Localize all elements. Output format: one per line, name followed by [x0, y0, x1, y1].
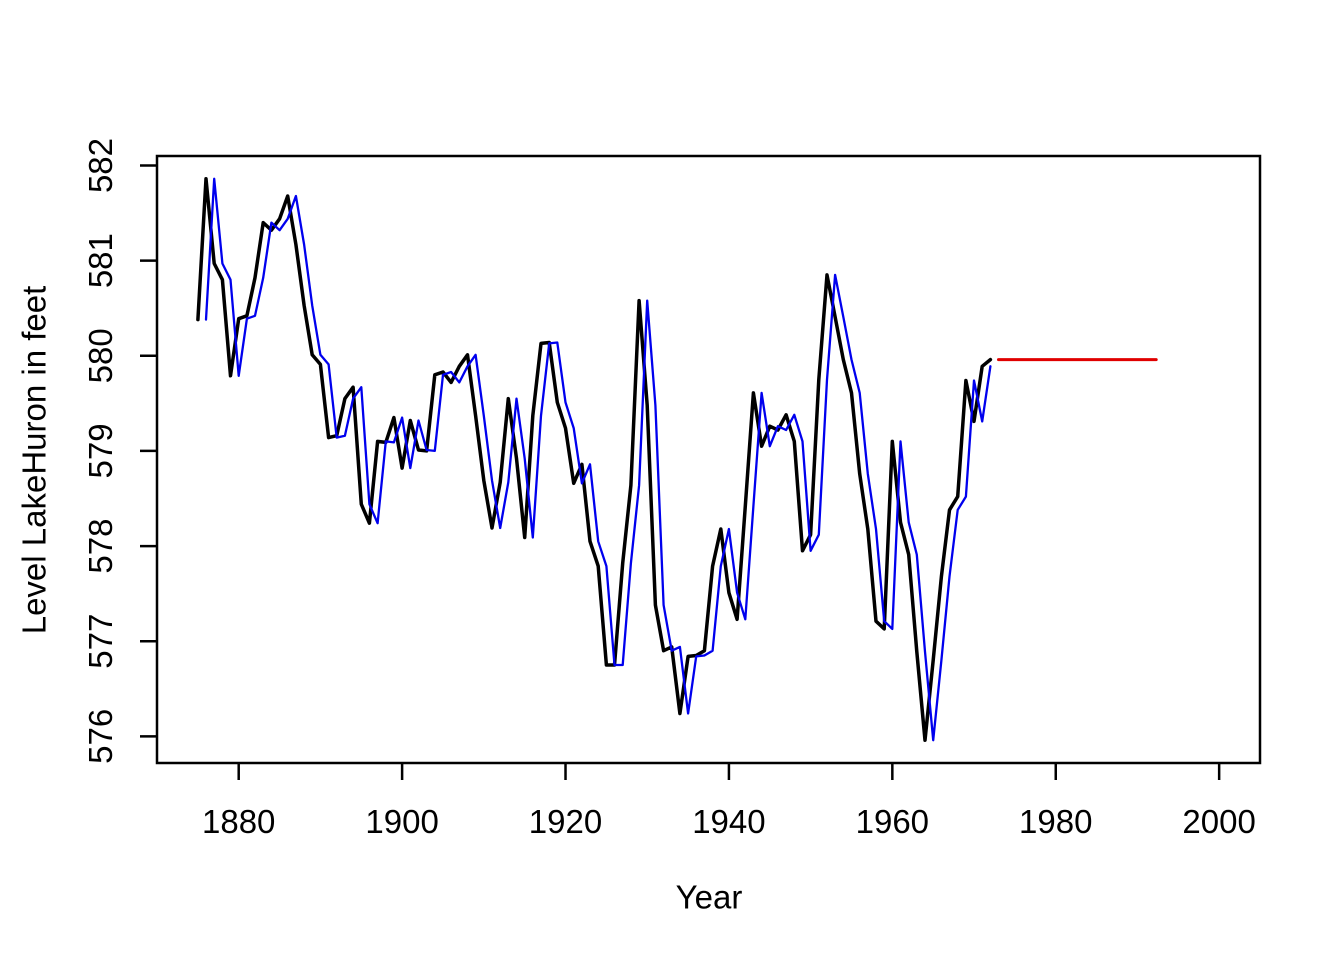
x-axis-title: Year — [675, 878, 743, 916]
y-tick-label: 579 — [82, 423, 119, 478]
plot-box — [155, 154, 1262, 765]
y-axis-title: Level LakeHuron in feet — [15, 285, 53, 635]
y-tick-label: 580 — [82, 328, 119, 383]
x-tick-label: 1880 — [202, 803, 275, 840]
x-tick-label: 1900 — [365, 803, 438, 840]
y-tick-label: 582 — [82, 138, 119, 193]
series-line-lake-huron-level-lagged-one-year — [204, 177, 992, 742]
x-tick-label: 2000 — [1182, 803, 1255, 840]
y-tick-label: 577 — [82, 614, 119, 669]
series-line-lake-huron-level-observed — [196, 177, 993, 742]
x-tick-label: 1940 — [692, 803, 765, 840]
x-tick-label: 1980 — [1019, 803, 1092, 840]
x-tick-label: 1920 — [529, 803, 602, 840]
y-tick-label: 576 — [82, 709, 119, 764]
y-tick-label: 581 — [82, 233, 119, 288]
y-tick-label: 578 — [82, 519, 119, 574]
x-tick-label: 1960 — [856, 803, 929, 840]
